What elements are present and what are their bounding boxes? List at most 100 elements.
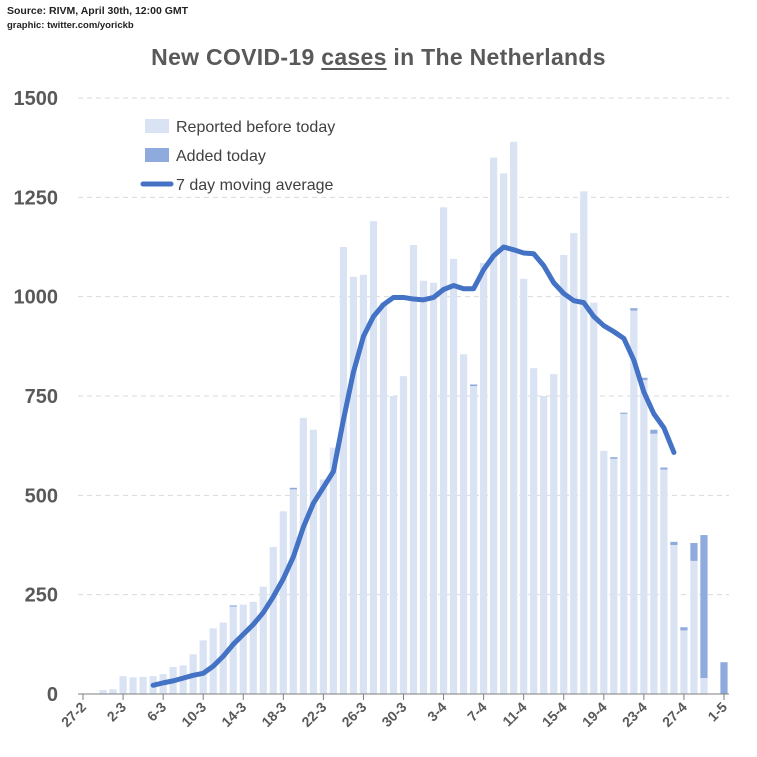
chart-title-part: in The Netherlands <box>386 44 606 70</box>
bar-reported-23-3 <box>329 447 337 694</box>
bar-reported-23-4 <box>640 380 648 694</box>
bar-reported-3-4 <box>439 207 448 694</box>
x-tick-label: 15-4 <box>539 699 570 730</box>
x-tick-label: 2-3 <box>104 699 130 725</box>
legend-label: 7 day moving average <box>176 177 334 194</box>
bar-reported-25-4 <box>660 469 668 694</box>
chart-title-emphasis: cases <box>321 44 387 70</box>
bar-added-26-4 <box>670 541 678 545</box>
bar-added-27-4 <box>680 627 688 631</box>
bar-reported-14-3 <box>239 604 247 694</box>
bar-added-24-4 <box>650 429 658 434</box>
x-tick-label: 1-5 <box>704 699 730 725</box>
bar-added-19-3 <box>289 487 297 490</box>
legend-swatch-reported <box>145 119 169 133</box>
bar-reported-22-3 <box>319 479 327 694</box>
x-tick-label: 3-4 <box>424 699 450 725</box>
legend: Reported before today Added today 7 day mo… <box>140 119 335 194</box>
bar-added-21-4 <box>620 412 628 414</box>
bar-reported-27-4 <box>680 630 688 694</box>
bar-reported-15-4 <box>560 254 568 695</box>
bar-reported-10-4 <box>510 141 518 694</box>
bar-added-1-5 <box>720 662 728 694</box>
chart-title-part: New COVID-19 <box>151 44 322 70</box>
legend-label: Added today <box>176 148 266 165</box>
credit-line: graphic: twitter.com/yorickb <box>7 20 134 31</box>
bar-reported-1-4 <box>419 280 428 694</box>
bar-reported-6-4 <box>470 386 478 694</box>
bar-added-23-4 <box>640 377 648 381</box>
x-tick-label: 30-3 <box>378 699 409 730</box>
bar-reported-21-3 <box>309 429 317 694</box>
bar-reported-14-4 <box>550 374 558 694</box>
bar-added-6-4 <box>470 384 478 387</box>
bar-reported-28-3 <box>379 302 388 694</box>
source-line: Source: RIVM, April 30th, 12:00 GMT <box>7 5 189 17</box>
y-tick-label: 1500 <box>14 88 59 110</box>
bar-reported-11-3 <box>209 628 217 694</box>
bar-reported-9-4 <box>500 173 508 694</box>
bar-reported-11-4 <box>520 278 528 694</box>
bar-reported-4-3 <box>139 676 147 694</box>
legend-label: Reported before today <box>176 119 335 136</box>
bar-reported-16-3 <box>259 586 267 694</box>
bar-reported-17-3 <box>269 546 277 694</box>
bar-reported-12-4 <box>530 368 538 694</box>
y-tick-label: 250 <box>25 585 58 607</box>
x-tick-label: 18-3 <box>258 699 289 730</box>
bar-reported-7-4 <box>480 262 488 694</box>
y-tick-label: 750 <box>25 386 58 408</box>
bar-reported-21-4 <box>620 413 628 694</box>
bar-added-29-4 <box>700 535 708 679</box>
bar-reported-18-4 <box>590 302 598 694</box>
bar-reported-29-4 <box>700 678 708 694</box>
x-tick-label: 23-4 <box>619 699 650 730</box>
y-tick-label: 0 <box>47 684 58 706</box>
bar-reported-28-4 <box>690 560 698 694</box>
x-tick-label: 10-3 <box>178 699 209 730</box>
x-tick-label: 7-4 <box>464 699 490 725</box>
bar-reported-29-3 <box>389 396 398 694</box>
bar-reported-18-3 <box>279 511 287 694</box>
moving-average-line <box>150 244 677 688</box>
bar-reported-22-4 <box>630 310 638 694</box>
bar-added-22-4 <box>630 308 638 311</box>
chart-title: New COVID-19 cases in The Netherlands <box>0 44 757 71</box>
bar-added-25-4 <box>660 467 668 470</box>
x-tick-label: 6-3 <box>144 699 170 725</box>
bars <box>99 141 728 695</box>
y-tick-label: 1000 <box>14 287 59 309</box>
bar-reported-20-3 <box>299 417 307 694</box>
bar-reported-24-4 <box>650 433 658 694</box>
y-tick-label: 500 <box>25 485 58 507</box>
bar-added-13-3 <box>229 605 237 607</box>
x-tick-label: 11-4 <box>499 699 530 730</box>
bar-reported-5-4 <box>459 354 468 694</box>
bar-reported-10-3 <box>199 640 207 694</box>
bar-reported-24-3 <box>339 247 348 694</box>
bar-reported-20-4 <box>610 458 618 694</box>
bar-reported-17-4 <box>580 191 588 694</box>
bar-reported-2-3 <box>119 676 127 694</box>
bar-reported-26-3 <box>359 274 368 694</box>
x-tick-label: 19-4 <box>579 699 610 730</box>
bar-reported-3-3 <box>129 677 137 694</box>
bar-reported-19-3 <box>289 489 297 694</box>
y-tick-label: 1250 <box>14 187 59 209</box>
bar-added-28-4 <box>690 543 698 561</box>
bar-reported-13-3 <box>229 606 237 694</box>
legend-swatch-added <box>145 148 169 162</box>
bar-reported-29-2 <box>99 690 107 694</box>
bar-reported-2-4 <box>429 282 438 694</box>
x-tick-label: 14-3 <box>218 699 249 730</box>
moving-average <box>150 244 677 688</box>
bar-reported-1-3 <box>109 689 117 694</box>
x-tick-label: 26-3 <box>338 699 369 730</box>
x-tick-label: 27-4 <box>659 699 690 730</box>
bar-reported-26-4 <box>670 545 678 694</box>
x-tick-label: 22-3 <box>298 699 329 730</box>
x-tick-label: 27-2 <box>58 699 89 730</box>
bar-reported-30-3 <box>399 376 408 694</box>
bar-reported-8-4 <box>490 157 498 695</box>
